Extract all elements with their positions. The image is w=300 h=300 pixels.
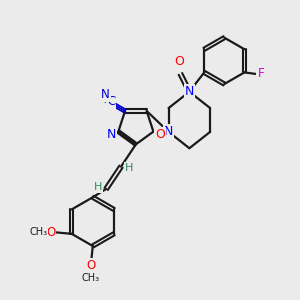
Text: O: O (86, 259, 96, 272)
Text: C: C (107, 95, 116, 108)
Text: N: N (164, 125, 173, 138)
Text: H: H (125, 163, 133, 173)
Text: F: F (257, 68, 264, 80)
Text: N: N (185, 85, 194, 98)
Text: H: H (94, 182, 102, 193)
Text: O: O (46, 226, 56, 239)
Text: N: N (107, 128, 116, 141)
Text: CH₃: CH₃ (29, 227, 47, 237)
Text: CH₃: CH₃ (82, 273, 100, 283)
Text: O: O (155, 128, 165, 141)
Text: O: O (174, 55, 184, 68)
Text: N: N (101, 88, 110, 100)
